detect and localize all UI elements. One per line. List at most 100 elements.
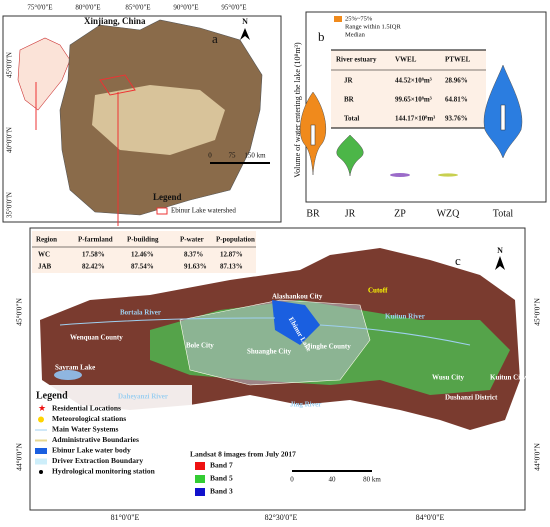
- table-cell: 64.81%: [445, 96, 468, 104]
- scale-label: 0: [208, 152, 212, 160]
- table-header: P-population: [216, 236, 255, 244]
- river: [319, 324, 471, 346]
- place-label: Bortala River: [120, 309, 161, 317]
- north-arrow: [240, 28, 250, 40]
- river: [59, 317, 276, 326]
- table-cell: WC: [38, 251, 50, 259]
- table-header: VWEL: [395, 56, 417, 64]
- place-label: Alashankou City: [272, 293, 323, 301]
- table-cell: BR: [344, 96, 355, 104]
- place-label: Daheyanzi River: [118, 393, 168, 401]
- legend-item: Ebinur Lake watershed: [171, 207, 236, 215]
- scale-label: 150 km: [244, 152, 266, 160]
- table-cell: 87.54%: [131, 263, 154, 271]
- place-label: Bole City: [186, 342, 214, 350]
- north-label: N: [242, 17, 248, 26]
- violin: [438, 173, 458, 177]
- legend-item: Driver Extraction Boundary: [52, 456, 143, 465]
- table-cell: 12.87%: [220, 251, 243, 259]
- lake-symbol: [35, 448, 47, 454]
- sayram-lake: [54, 370, 82, 380]
- place-label: Cutoff: [368, 287, 388, 295]
- table-cell: 91.63%: [184, 263, 207, 271]
- lat-label: 40°0'0"N: [6, 127, 14, 153]
- place-label: Wenquan County: [70, 334, 123, 342]
- place-label: Dushanzi District: [445, 394, 498, 402]
- table-cell: 17.58%: [82, 251, 105, 259]
- title: Xinjiang, China: [84, 16, 146, 26]
- c-legend-bg: [32, 385, 192, 475]
- table-header: P-farmland: [78, 236, 113, 244]
- star: ★: [38, 403, 46, 413]
- band-swatch: [195, 462, 205, 470]
- lon-label: 81°0'0"E: [111, 513, 140, 522]
- place-label: Kuitun City: [490, 374, 526, 382]
- x-tick-label: WZQ: [437, 208, 461, 219]
- table-cell: 87.13%: [220, 263, 243, 271]
- lon-label: 84°0'0"E: [416, 513, 445, 522]
- lat-label: 35°0'0"N: [6, 192, 14, 218]
- lat-label: 45°0'0"N: [6, 52, 14, 78]
- lat-label: 44°0'0"N: [533, 443, 542, 471]
- x-tick-label: JR: [345, 208, 356, 219]
- panel-label: c: [455, 253, 461, 268]
- scale-label: 75: [229, 152, 237, 160]
- table-header: Region: [36, 236, 57, 244]
- legend-item: Median: [345, 31, 366, 38]
- legend-swatch: [156, 207, 168, 215]
- lon-label: 82°30'0"E: [265, 513, 298, 522]
- north-arrow: [495, 256, 505, 270]
- band-label: Band 5: [210, 474, 233, 483]
- place-label: Jinghe County: [307, 343, 351, 351]
- ebinur-lake: [272, 300, 320, 345]
- lat-label: 45°0'0"N: [15, 298, 24, 326]
- place-label: Shuanghe City: [247, 348, 292, 356]
- table-header: P-water: [180, 236, 204, 244]
- iqr-box: [310, 124, 316, 146]
- place-label: Jing River: [290, 401, 321, 409]
- table-cell: Total: [344, 115, 359, 123]
- legend-item: Range within 1.5IQR: [345, 23, 401, 30]
- lat-label: 45°0'0"N: [533, 298, 542, 326]
- lon-label: 85°0'0"E: [125, 4, 150, 12]
- place-label: Kuitun River: [385, 313, 425, 321]
- legend-title: Legend: [36, 390, 68, 401]
- violin: [390, 173, 410, 177]
- legend-item: Meteorological stations: [52, 414, 126, 423]
- legend-title: Legend: [153, 192, 182, 202]
- taklimakan: [92, 85, 225, 155]
- table-header: PTWEL: [445, 56, 471, 64]
- table-cell: 28.96%: [445, 77, 468, 85]
- band-swatch: [195, 475, 205, 483]
- c-table-bg: [32, 231, 256, 273]
- boundary-symbol: [35, 458, 47, 465]
- x-tick-label: BR: [306, 208, 320, 219]
- x-tick-label: ZP: [394, 208, 406, 219]
- lon-label: 90°0'0"E: [173, 4, 198, 12]
- legend-item: Hydrological monitoring station: [52, 467, 156, 476]
- legend-item: Residential Locations: [52, 404, 121, 413]
- lat-label: 44°0'0"N: [15, 443, 24, 471]
- x-tick-label: Total: [493, 208, 514, 219]
- band-swatch: [195, 488, 205, 496]
- table-cell: 93.76%: [445, 115, 468, 123]
- table-cell: JR: [344, 77, 354, 85]
- watershed-outline: [99, 74, 136, 96]
- lon-label: 75°0'0"E: [27, 4, 52, 12]
- band-label: Band 7: [210, 461, 233, 470]
- table-cell: JAB: [38, 263, 52, 271]
- china-inset: [17, 37, 71, 111]
- hydro-symbol: [39, 470, 43, 474]
- driver-extraction-boundary: [179, 299, 371, 386]
- band-label: Band 3: [210, 487, 233, 496]
- place-label: Wusu City: [432, 374, 464, 382]
- legend-swatch: [334, 16, 342, 22]
- north-label: N: [497, 246, 503, 255]
- table-cell: 12.46%: [131, 251, 154, 259]
- scale-label: 0: [290, 476, 294, 484]
- lon-label: 95°0'0"E: [221, 4, 246, 12]
- table-cell: 44.52×10⁸m³: [395, 77, 432, 85]
- scale-label: 40: [329, 476, 337, 484]
